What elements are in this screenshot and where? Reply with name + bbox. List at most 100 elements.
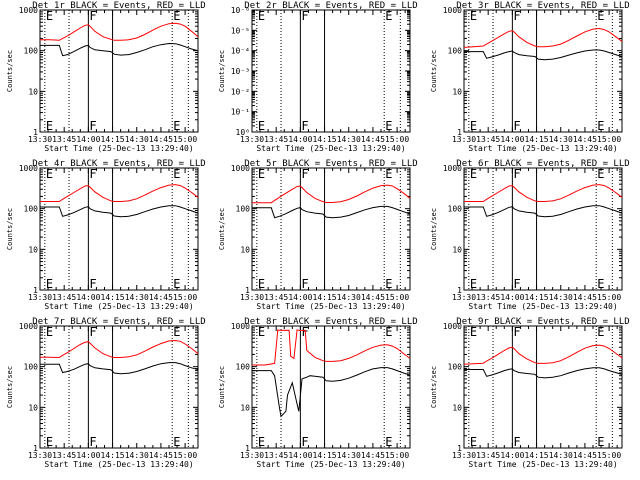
event-marker-label-top: E (46, 325, 53, 339)
event-marker-label-top: F (89, 325, 96, 339)
event-marker-label-top: E (46, 167, 53, 181)
x-tick-label: 14:30 (125, 293, 149, 302)
y-tick-label: 10 (28, 403, 38, 412)
series-line-events (40, 42, 199, 57)
y-tick-label: 1 (457, 286, 462, 295)
plot-frame (39, 167, 199, 291)
y-axis-label: Counts/sec (6, 208, 14, 250)
x-tick-label: 14:15 (525, 135, 549, 144)
y-tick-label: 10⁻¹ (231, 108, 250, 117)
series-line-events (464, 205, 623, 218)
x-tick-label: 14:45 (149, 451, 173, 460)
y-tick-label: 10 (28, 87, 38, 96)
x-tick-label: 14:30 (549, 293, 573, 302)
x-tick-label: 14:45 (361, 451, 385, 460)
y-axis-label: Counts/sec (218, 366, 226, 408)
event-marker-label-bottom: E (173, 277, 180, 291)
event-marker-label-top: E (46, 9, 53, 23)
plot-frame (39, 9, 199, 133)
x-tick-label: 14:45 (573, 135, 597, 144)
x-tick-label: 14:15 (313, 451, 337, 460)
series-line-events (40, 205, 199, 218)
panel-det-3: Det 3r BLACK = Events, RED = LLDEEFFEE11… (430, 1, 630, 153)
event-marker-label-bottom: E (385, 119, 392, 133)
panel-det-5: Det 5r BLACK = Events, RED = LLDEEFFEE11… (218, 159, 418, 311)
series-line-lld (463, 27, 623, 48)
x-tick-label: 13:45 (264, 293, 288, 302)
event-marker-label-bottom: E (385, 277, 392, 291)
event-marker-label-bottom: E (46, 119, 53, 133)
x-tick-label: 14:00 (288, 135, 312, 144)
event-marker-label-bottom: E (597, 277, 604, 291)
event-marker-label-bottom: F (513, 277, 520, 291)
event-marker-label-top: E (385, 325, 392, 339)
y-axis-label: Counts/sec (6, 366, 14, 408)
event-marker-label-bottom: E (470, 277, 477, 291)
x-tick-label: 14:00 (288, 293, 312, 302)
x-tick-label: 14:45 (573, 451, 597, 460)
x-axis-label: Start Time (25-Dec-13 13:29:40) (44, 460, 193, 469)
x-tick-label: 15:00 (173, 135, 197, 144)
plot-frame (463, 167, 623, 291)
series-line-events (464, 49, 623, 61)
y-tick-label: 100 (236, 363, 251, 372)
event-marker-label-top: F (513, 9, 520, 23)
x-tick-label: 13:45 (476, 451, 500, 460)
x-tick-label: 15:00 (173, 451, 197, 460)
series-line-events (464, 367, 623, 379)
x-tick-label: 13:30 (28, 451, 52, 460)
event-marker-label-bottom: F (89, 119, 96, 133)
plot-frame (463, 9, 623, 133)
y-tick-label: 1 (245, 444, 250, 453)
event-marker-label-top: E (470, 325, 477, 339)
event-marker-label-bottom: E (173, 119, 180, 133)
x-tick-label: 13:30 (452, 135, 476, 144)
x-tick-label: 13:30 (452, 451, 476, 460)
x-tick-label: 14:30 (337, 135, 361, 144)
x-tick-label: 14:15 (525, 451, 549, 460)
event-marker-label-bottom: E (470, 119, 477, 133)
x-axis-label: Start Time (25-Dec-13 13:29:40) (468, 302, 617, 311)
series-line-lld (40, 184, 199, 202)
x-tick-label: 14:45 (149, 293, 173, 302)
event-marker-label-bottom: E (46, 277, 53, 291)
x-tick-label: 13:30 (240, 135, 264, 144)
plot-frame (39, 325, 199, 449)
y-tick-label: 10 (452, 245, 462, 254)
x-tick-label: 15:00 (385, 135, 409, 144)
event-marker-label-top: E (258, 167, 265, 181)
event-marker-label-bottom: E (173, 435, 180, 449)
panel-title: Det 3r BLACK = Events, RED = LLD (456, 1, 629, 11)
panel-title: Det 7r BLACK = Events, RED = LLD (32, 317, 205, 327)
y-tick-label: 100 (448, 205, 463, 214)
x-tick-label: 14:15 (101, 451, 125, 460)
y-tick-label: 1 (245, 286, 250, 295)
x-tick-label: 14:15 (313, 293, 337, 302)
event-marker-label-top: E (597, 325, 604, 339)
event-marker-label-bottom: F (301, 119, 308, 133)
x-tick-label: 15:00 (597, 293, 621, 302)
x-tick-label: 14:15 (525, 293, 549, 302)
y-tick-label: 1000 (443, 322, 462, 331)
event-marker-label-top: E (258, 9, 265, 23)
y-tick-label: 10 (452, 87, 462, 96)
x-tick-label: 14:45 (361, 135, 385, 144)
y-tick-label: 10⁻⁵ (231, 26, 250, 35)
x-axis-label: Start Time (25-Dec-13 13:29:40) (468, 460, 617, 469)
x-tick-label: 14:30 (125, 451, 149, 460)
plot-frame (251, 9, 411, 133)
panel-title: Det 6r BLACK = Events, RED = LLD (456, 159, 629, 169)
series-line-lld (252, 329, 411, 366)
y-tick-label: 1000 (19, 322, 38, 331)
x-tick-label: 14:00 (288, 451, 312, 460)
x-tick-label: 14:45 (361, 293, 385, 302)
y-tick-label: 100 (24, 363, 39, 372)
y-axis-label: Counts/sec (6, 50, 14, 92)
x-tick-label: 14:00 (500, 451, 524, 460)
y-tick-label: 1000 (443, 164, 462, 173)
y-tick-label: 100 (24, 47, 39, 56)
x-tick-label: 14:30 (337, 451, 361, 460)
x-tick-label: 14:30 (549, 451, 573, 460)
panel-det-6: Det 6r BLACK = Events, RED = LLDEEFFEE11… (430, 159, 630, 311)
panel-det-4: Det 4r BLACK = Events, RED = LLDEEFFEE11… (6, 159, 206, 311)
